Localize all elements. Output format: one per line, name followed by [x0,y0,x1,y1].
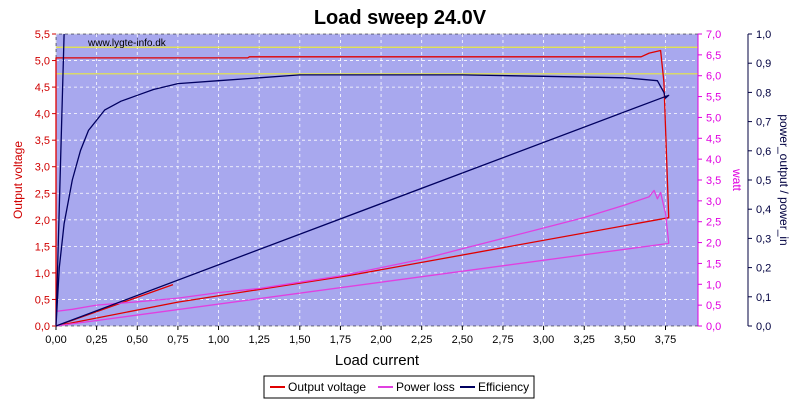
x-tick-label: 3,75 [655,334,676,346]
y-right1-tick-label: 0,0 [706,321,721,333]
x-tick-label: 3,50 [614,334,635,346]
y-left-tick-label: 1,0 [35,268,50,280]
y-right1-tick-label: 5,5 [706,92,721,104]
reference-lines [56,46,698,75]
y-left-tick-label: 0,5 [35,294,50,306]
x-tick-label: 0,25 [86,334,107,346]
y-left-tick-label: 4,0 [35,109,50,121]
x-tick-label: 3,25 [574,334,595,346]
x-tick-label: 3,00 [533,334,554,346]
y-right2-tick-label: 0,6 [756,146,771,158]
y-right2-tick-label: 0,3 [756,233,771,245]
x-tick-label: 2,00 [370,334,391,346]
y-right2-tick-label: 0,8 [756,87,771,99]
y-right1-tick-label: 1,5 [706,258,721,270]
y-right2-ticks: 0,0 0,1 0,2 0,3 0,4 0,5 0,6 0,7 0,8 0,9 1,0 [748,29,771,333]
y-left-tick-label: 3,5 [35,135,50,147]
y-right1-ticks: 0,0 0,5 1,0 1,5 2,0 2,5 3,0 3,5 4,0 4,5 5,0 5,5 6,0 6… [698,29,721,333]
chart-title: Load sweep 24.0V [314,7,487,29]
y-left-tick-label: 3,0 [35,162,50,174]
y-right1-tick-label: 3,0 [706,196,721,208]
x-tick-label: 2,50 [452,334,473,346]
legend-label-output-voltage: Output voltage [288,380,366,394]
y-right2-tick-label: 0,7 [756,117,771,129]
legend-box [263,375,535,399]
series-output-voltage [55,49,670,327]
y-right1-tick-label: 0,5 [706,300,721,312]
y-right1-tick-label: 4,5 [706,133,721,145]
y-right2-tick-label: 0,4 [756,204,771,216]
x-tick-label: 0,50 [127,334,148,346]
y-left-tick-label: 5,5 [35,29,50,41]
y-right1-tick-label: 2,0 [706,238,721,250]
x-tick-label: 1,00 [208,334,229,346]
legend: Output voltage Power loss Efficiency [263,375,535,399]
legend-label-power-loss: Power loss [396,380,455,394]
x-tick-label: 0,75 [167,334,188,346]
y-right1-tick-label: 7,0 [706,29,721,41]
y-left-tick-label: 2,0 [35,215,50,227]
series-efficiency [55,33,670,327]
series-lines [55,33,670,327]
y-right1-tick-label: 6,5 [706,50,721,62]
y-right2-tick-label: 0,9 [756,58,771,70]
x-tick-label: 2,75 [492,334,513,346]
x-tick-label: 1,75 [330,334,351,346]
y-right1-axis-label: watt [730,168,744,192]
y-right2-tick-label: 1,0 [756,29,771,41]
y-right2-axis-label: power_output / power_in [777,114,791,245]
x-tick-label: 1,50 [289,334,310,346]
y-right2-tick-label: 0,2 [756,263,771,275]
y-right1-tick-label: 6,0 [706,71,721,83]
legend-label-efficiency: Efficiency [478,380,529,394]
x-tick-label: 1,25 [248,334,269,346]
y-left-tick-label: 5,0 [35,56,50,68]
y-right1-tick-label: 4,0 [706,154,721,166]
y-left-tick-label: 1,5 [35,241,50,253]
plot-area [55,33,699,327]
x-axis-label: Load current [335,352,420,369]
grid-lines [55,33,698,327]
y-left-ticks: 0,0 0,5 1,0 1,5 2,0 2,5 3,0 3,5 4,0 4,5 5,0 5,5 [35,29,56,333]
y-right1-tick-label: 3,5 [706,175,721,187]
x-tick-label: 2,25 [411,334,432,346]
y-right1-tick-label: 5,0 [706,112,721,124]
y-right1-tick-label: 2,5 [706,217,721,229]
x-tick-label: 0,00 [45,334,66,346]
watermark-text: www.lygte-info.dk [87,38,167,49]
y-left-tick-label: 2,5 [35,188,50,200]
y-right2-tick-label: 0,5 [756,175,771,187]
y-left-tick-label: 0,0 [35,321,50,333]
series-power-loss [55,189,670,327]
y-left-tick-label: 4,5 [35,82,50,94]
y-right1-tick-label: 1,0 [706,279,721,291]
x-axis-ticks: 0,00 0,25 0,50 0,75 1,00 1,25 1,50 1,75 2,00 2,25… [45,326,676,346]
y-left-axis-label: Output voltage [11,141,25,219]
y-right2-tick-label: 0,1 [756,292,771,304]
y-right2-tick-label: 0,0 [756,321,771,333]
